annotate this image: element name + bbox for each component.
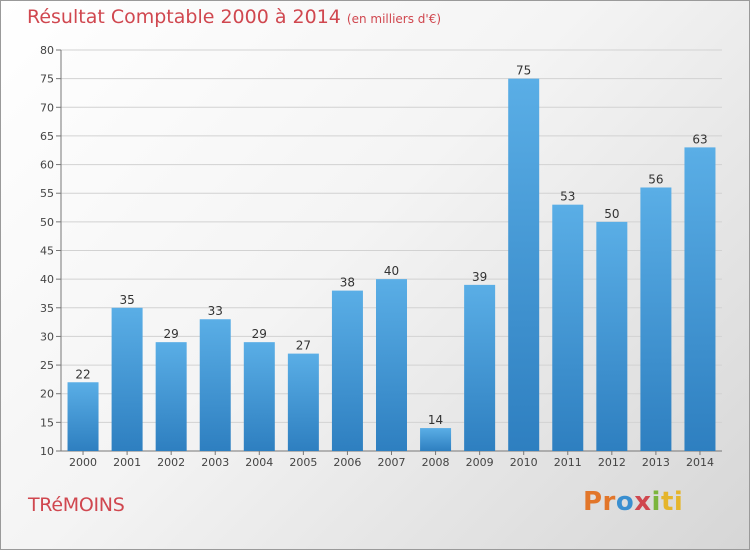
x-tick-label: 2013	[642, 456, 670, 469]
x-tick-labels: 2000 2001 2002 2003 2004 2005 2006 2007 2008 2009…	[69, 451, 714, 469]
bar	[155, 342, 187, 451]
y-tick-labels: 10 15 20 25 30 35 40 45 50 55 60 65 70 75 80	[40, 44, 61, 458]
bar	[420, 428, 452, 451]
bar	[376, 279, 407, 451]
bar-value-label: 27	[296, 339, 311, 353]
bar-value-label: 22	[75, 367, 90, 381]
proxiti-logo: Proxiti	[583, 487, 684, 517]
bar-value-label: 14	[428, 413, 443, 427]
bar	[67, 382, 99, 451]
x-tick-label: 2005	[289, 456, 317, 469]
x-tick-label: 2006	[333, 456, 361, 469]
bar-value-label: 35	[119, 293, 134, 307]
x-tick-label: 2007	[378, 456, 406, 469]
y-tick-label: 65	[40, 130, 54, 143]
x-tick-label: 2010	[510, 456, 538, 469]
y-tick-label: 30	[40, 330, 54, 343]
x-tick-label: 2000	[69, 456, 97, 469]
x-tick-label: 2011	[554, 456, 582, 469]
y-tick-label: 60	[40, 159, 54, 172]
y-tick-label: 55	[40, 187, 54, 200]
y-tick-label: 10	[40, 445, 54, 458]
y-tick-label: 25	[40, 359, 54, 372]
y-tick-label: 70	[40, 101, 54, 114]
bar	[464, 284, 496, 451]
bar	[243, 342, 275, 451]
chart-title: Résultat Comptable 2000 à 2014 (en millie…	[27, 6, 441, 28]
bar	[287, 353, 319, 451]
y-tick-label: 20	[40, 388, 54, 401]
bar-value-label: 29	[164, 327, 179, 341]
x-tick-label: 2004	[245, 456, 273, 469]
x-tick-label: 2014	[686, 456, 714, 469]
bar-value-label: 29	[252, 327, 267, 341]
bar-value-label: 40	[384, 264, 399, 278]
bar	[640, 187, 672, 451]
x-tick-label: 2002	[157, 456, 185, 469]
chart-subtitle: (en milliers d'€)	[346, 12, 442, 26]
bar	[111, 307, 143, 451]
town-name: TRéMOINS	[28, 494, 125, 516]
y-tick-label: 50	[40, 216, 54, 229]
y-tick-label: 45	[40, 245, 54, 258]
bars: 22 35 29 33 29 27 38 40 14 39 75 53 50 56 63	[67, 64, 716, 452]
bar-value-label: 56	[648, 172, 663, 186]
x-tick-label: 2003	[201, 456, 229, 469]
title-text: Résultat Comptable 2000 à 2014	[27, 6, 341, 28]
bar	[596, 221, 628, 451]
y-tick-label: 75	[40, 73, 54, 86]
x-tick-label: 2008	[422, 456, 450, 469]
bar-value-label: 75	[516, 64, 531, 78]
y-tick-label: 15	[40, 416, 54, 429]
x-tick-label: 2001	[113, 456, 141, 469]
x-tick-label: 2009	[466, 456, 494, 469]
y-tick-label: 40	[40, 273, 54, 286]
bar-value-label: 53	[560, 190, 575, 204]
bar-value-label: 63	[692, 132, 707, 146]
bar	[684, 147, 716, 451]
bar	[331, 290, 363, 451]
bar-value-label: 50	[604, 207, 619, 221]
bar-value-label: 39	[472, 270, 487, 284]
bar	[508, 78, 540, 452]
bar	[552, 204, 584, 451]
x-tick-label: 2012	[598, 456, 626, 469]
bar-value-label: 38	[340, 276, 355, 290]
bar	[199, 319, 231, 451]
y-tick-label: 35	[40, 302, 54, 315]
y-tick-label: 80	[40, 44, 54, 57]
bar-value-label: 33	[208, 304, 223, 318]
